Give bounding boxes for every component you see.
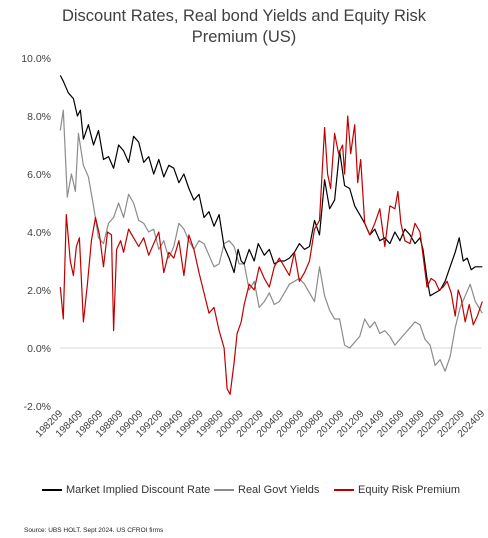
chart-title-line-1: Discount Rates, Real bond Yields and Equ… [61, 7, 427, 25]
source-note: Source: UBS HOLT. Sept 2024. US CFROI fi… [24, 527, 164, 534]
legend-label: Real Govt Yields [238, 484, 320, 496]
y-tick-label: 8.0% [27, 111, 51, 123]
y-tick-label: 0.0% [27, 343, 51, 355]
legend-label: Equity Risk Premium [358, 484, 461, 496]
chart-title: Discount Rates, Real bond Yields and Equ… [0, 6, 488, 48]
y-tick-label: -2.0% [24, 401, 51, 413]
legend-swatch [42, 489, 62, 491]
line-chart: 10.0% 8.0% 6.0% 4.0% 2.0% 0.0% -2.0% 198209198… [21, 53, 488, 440]
y-axis: 10.0% 8.0% 6.0% 4.0% 2.0% 0.0% -2.0% [21, 53, 51, 413]
series-line-market-implied-discount-rate [59, 75, 483, 297]
x-axis: 1982091984091986091988091990091992091994… [34, 408, 488, 440]
y-tick-label: 10.0% [21, 53, 51, 65]
legend-swatch [334, 489, 354, 491]
y-tick-label: 6.0% [27, 169, 51, 181]
legend: Market Implied Discount Rate Real Govt Yi… [0, 484, 488, 500]
legend-label: Market Implied Discount Rate [66, 484, 211, 496]
series-line-real-govt-yields [59, 109, 483, 372]
y-tick-label: 4.0% [27, 227, 51, 239]
series-line-equity-risk-premium [59, 115, 483, 395]
legend-item: Equity Risk Premium [334, 484, 460, 496]
legend-item: Market Implied Discount Rate [42, 484, 210, 496]
series-lines [59, 75, 483, 395]
legend-item: Real Govt Yields [214, 484, 319, 496]
y-tick-label: 2.0% [27, 285, 51, 297]
legend-swatch [214, 489, 234, 491]
chart-title-line-2: Premium (US) [191, 28, 297, 46]
